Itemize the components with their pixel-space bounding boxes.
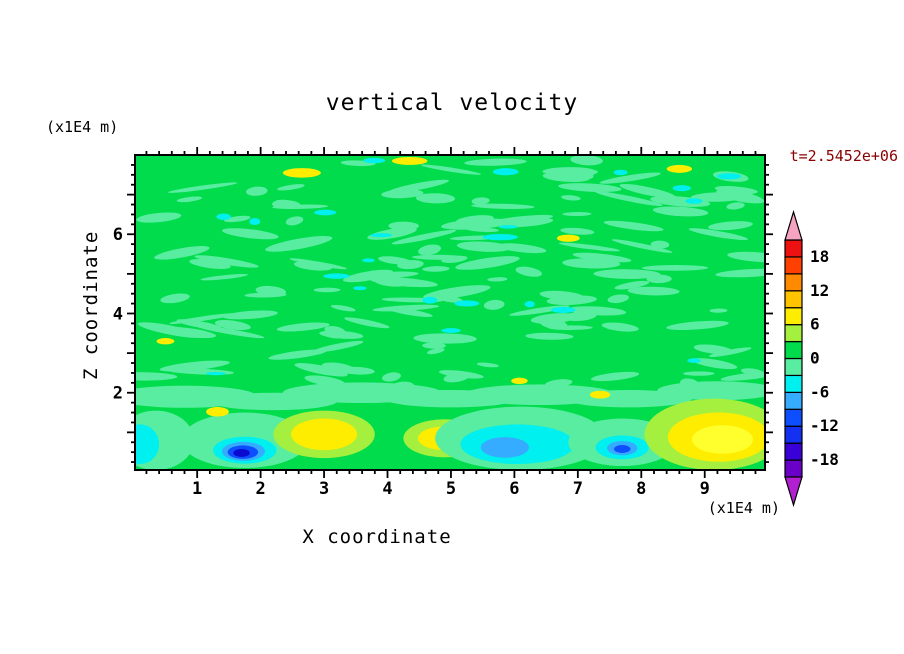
contour-field [135,155,765,470]
svg-text:4: 4 [113,304,123,324]
plot-frame [134,154,766,471]
svg-text:0: 0 [810,349,820,368]
svg-text:18: 18 [810,247,829,266]
svg-text:6: 6 [810,315,820,334]
svg-text:4: 4 [382,479,392,499]
svg-text:2: 2 [113,384,123,404]
timestamp-label: t=2.5452e+06 [789,147,898,165]
svg-text:-12: -12 [810,416,839,435]
svg-text:3: 3 [319,479,329,499]
tick-labels: 1 2 3 4 5 6 7 8 9 2 4 6 [113,225,710,499]
chart-title: vertical velocity [325,90,579,116]
y-axis-unit-label: (x1E4 m) [46,118,119,136]
svg-text:7: 7 [573,479,583,499]
svg-text:8: 8 [636,479,646,499]
colorbar-arrow-bottom [784,476,803,508]
axis-ticks [127,147,773,478]
x-axis-title: X coordinate [302,526,452,548]
svg-text:-6: -6 [810,382,829,401]
svg-text:-18: -18 [810,450,839,469]
colorbar [784,209,803,508]
x-axis-unit-label: (x1E4 m) [707,499,780,517]
svg-text:9: 9 [700,479,710,499]
colorbar-arrow-top [784,209,803,241]
svg-text:6: 6 [509,479,519,499]
svg-text:2: 2 [255,479,265,499]
colorbar-labels: 18 12 6 0 -6 -12 -18 [810,247,839,469]
svg-text:12: 12 [810,281,829,300]
svg-text:5: 5 [446,479,456,499]
svg-text:1: 1 [192,479,202,499]
svg-text:6: 6 [113,225,123,245]
